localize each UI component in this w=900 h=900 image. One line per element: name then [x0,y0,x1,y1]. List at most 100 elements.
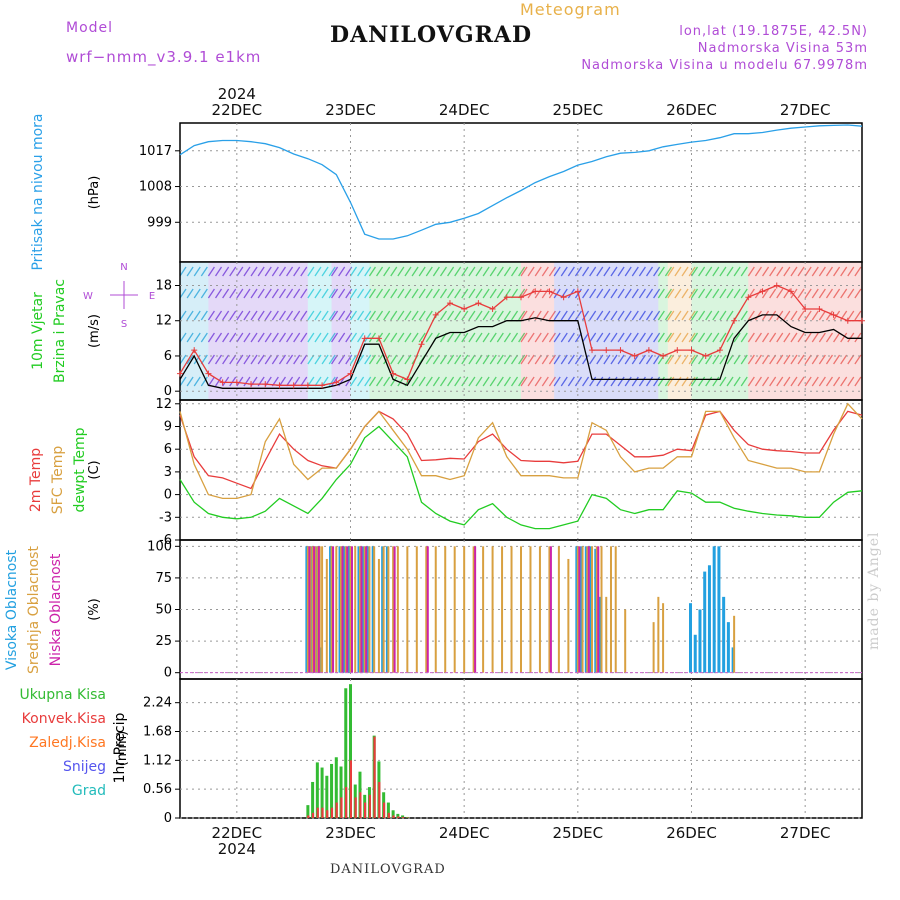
cloud-bar [693,634,697,673]
wind-barb [790,332,798,343]
wind-barb [596,310,604,321]
wind-barb [617,354,625,365]
y-tick-label: 0 [164,811,172,826]
wind-barb [447,354,455,365]
cloud-bar [712,546,716,673]
wind-barb [548,376,556,387]
wind-barb [645,266,654,277]
wind-barb [840,354,848,365]
wind-barb [645,376,654,387]
wind-gust-marker [589,347,596,354]
wind-barb [439,266,448,277]
wind-barb [762,332,770,343]
cloud-bar [609,546,612,673]
wind-barb [179,310,187,321]
wind-barb [553,354,561,365]
y-tick-label: -6 [159,533,172,548]
wind-barb [719,266,727,277]
wind-barb [293,288,301,299]
wind-barb [186,288,194,299]
wind-barb [818,376,826,387]
wind-barb [769,288,777,299]
wind-barb [425,310,433,321]
wind-barb [186,354,194,365]
wind-barb [468,266,476,277]
wind-barb [548,288,556,299]
wind-barb [596,266,604,277]
wind-barb [811,354,819,365]
wind-barb [293,332,301,343]
wind-barb [518,354,526,365]
wind-barb [278,376,286,387]
wind-barb [345,310,353,321]
wind-barb [825,266,834,277]
temperature-series-line [179,410,863,490]
wind-barb [534,288,542,299]
wind-barb [726,354,734,365]
wind-barb [624,288,632,299]
wind-barb [264,310,272,321]
wind-barb [631,288,639,299]
wind-barb [193,266,201,277]
wind-gust-marker [205,370,212,377]
cloud-bar [472,546,475,673]
wind-gust-marker [446,300,453,307]
wind-barb [328,266,336,277]
wind-barb [719,332,727,343]
wind-barb [582,310,590,321]
wind-gust-marker [248,381,255,388]
wind-barb [617,266,625,277]
wind-barb [475,310,483,321]
wind-gust-marker [830,311,837,318]
wind-barb [754,376,762,387]
wind-barb [560,332,568,343]
wind-barb [229,288,237,299]
wind-barb [610,354,618,365]
wind-barb [847,288,855,299]
wind-barb [229,310,237,321]
wind-barb [719,310,727,321]
wind-barb [250,310,258,321]
wind-barb [617,310,625,321]
wind-barb [383,310,391,321]
wind-barb [243,310,251,321]
wind-barb [207,332,215,343]
precip-bar [307,815,310,818]
wind-barb [383,288,391,299]
wind-barb [541,266,549,277]
wind-barb [840,332,848,343]
wind-barb [520,310,528,321]
pressure-frame [179,122,863,263]
y-tick-label: 6 [164,349,172,364]
wind-barb [454,266,462,277]
wind-gust-marker [731,317,738,324]
cloud-bar [311,546,314,673]
precip-bar [406,817,409,818]
wind-barb [383,332,391,343]
wind-barb [214,288,223,299]
wind-barb [293,376,301,387]
y-tick-label: 0 [164,488,172,503]
wind-barb [331,376,339,387]
wind-barb [482,288,490,299]
model-name: wrf−nmm_v3.9.1 e1km [66,48,262,66]
wind-barb [368,332,376,343]
cloud-bar [415,546,418,673]
wind-barb [404,266,412,277]
wind-barb [825,354,834,365]
precip-legend-item: Konvek.Kisa [22,711,106,727]
y-tick-label: 1008 [139,180,172,195]
wind-barb [776,310,784,321]
wind-barb [825,376,834,387]
wind-barb [603,310,611,321]
wind-barb [698,288,706,299]
compass-east: E [149,291,155,302]
y-tick-label: -3 [159,510,172,525]
wind-barb [674,332,682,343]
wind-barb [790,288,798,299]
cloud-bar [474,546,477,673]
wind-barb [574,266,583,277]
cloud-bar [425,546,428,673]
cloud-bar [341,546,344,673]
wind-barb [222,266,230,277]
